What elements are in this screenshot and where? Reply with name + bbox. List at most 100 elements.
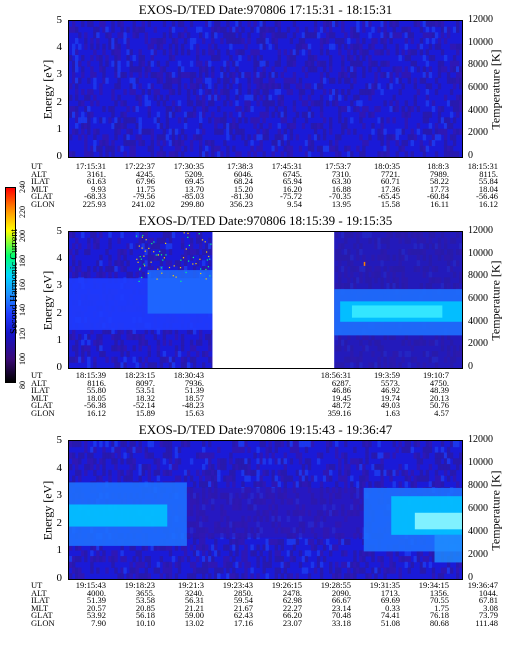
orbit-cell: 67.96 [135, 176, 155, 187]
orbit-cell: 13.70 [184, 183, 204, 194]
y-tick-label: 2 [56, 306, 63, 319]
orbit-row-labels: UT ALT ILAT MLT GLAT GLON [31, 371, 61, 418]
orbit-cell: 9.54 [287, 198, 302, 209]
orbit-cell: 46.92 [380, 385, 400, 396]
orbit-cell: 5573. [380, 377, 400, 388]
orbit-column: 18:8:3 7989. 58.22 17.73 -60.84 16.11 [409, 162, 449, 209]
orbit-cell: 15.89 [135, 407, 155, 418]
y-tick-label: 3 [56, 68, 63, 81]
spectrogram-plot [68, 231, 463, 369]
y2-tick-label: 8000 [468, 480, 488, 491]
panel-title: EXOS-D/TED Date:970806 19:15:43 - 19:36:… [138, 422, 393, 437]
orbit-cell: 359.16 [327, 407, 351, 418]
orbit-cell: 4000. [86, 587, 106, 598]
orbit-column: 19:18:23 3655. 53.58 20.85 56.18 10.10 [115, 581, 155, 628]
y-tick-label: 2 [56, 95, 63, 108]
orbit-row-label: ALT [31, 587, 47, 598]
orbit-row-label: GLAT [31, 610, 53, 621]
orbit-cell: -52.14 [133, 400, 155, 411]
orbit-cell: 16.20 [282, 183, 302, 194]
orbit-cell: 16.88 [331, 183, 351, 194]
orbit-cell: 241.02 [131, 198, 155, 209]
orbit-cell: 20.85 [135, 602, 155, 613]
orbit-cell: -68.33 [84, 191, 106, 202]
orbit-column: 19:26:15 2478. 62.98 22.27 66.20 23.07 [262, 580, 302, 628]
orbit-cell: 20.57 [86, 602, 106, 613]
spectrogram-plot [68, 440, 463, 580]
orbit-cell: 63.30 [331, 176, 351, 187]
orbit-cell: 18.04 [478, 183, 498, 194]
orbit-cell: 58.22 [429, 176, 449, 187]
orbit-cell: 62.43 [233, 610, 253, 621]
y2-tick-label: 2000 [468, 338, 488, 350]
y-tick-label: 0 [56, 572, 63, 584]
y-tick-label: 3 [56, 279, 63, 292]
orbit-cell: -70.35 [329, 191, 351, 202]
orbit-cell: 23.14 [331, 602, 351, 613]
orbit-cell: 17:38:3 [227, 161, 253, 171]
orbit-cell: 4750. [429, 377, 449, 388]
orbit-cell: 17:15:31 [75, 161, 106, 171]
orbit-column: 19:23:43 2850. 59.54 21.67 62.43 17.16 [213, 581, 253, 628]
orbit-cell: 3.08 [483, 602, 498, 613]
orbit-cell: 6745. [282, 168, 302, 179]
orbit-cell: 53.58 [135, 595, 155, 606]
y2-tick-label: 10000 [468, 247, 493, 259]
y2-tick-label: 10000 [468, 457, 493, 468]
y2-axis-label: Temperature [K] [488, 470, 503, 551]
orbit-row-label: ILAT [31, 176, 50, 187]
y2-tick-label: 12000 [468, 434, 493, 445]
orbit-cell: 19:26:15 [271, 580, 302, 590]
orbit-cell: 2090. [331, 587, 351, 598]
y-tick-label: 1 [56, 333, 63, 346]
orbit-cell: -56.46 [476, 191, 498, 202]
orbit-row-label: GLAT [31, 400, 53, 411]
orbit-row-label: GLON [31, 198, 55, 209]
y-tick-label: 5 [56, 14, 63, 26]
y2-tick-label: 4000 [468, 104, 488, 116]
orbit-cell: 16.11 [430, 198, 449, 209]
orbit-cell: 69.45 [184, 176, 204, 187]
y-tick-label: 4 [56, 252, 63, 265]
orbit-column: 19:21:3 3240. 56.31 21.21 59.00 13.02 [164, 581, 204, 628]
orbit-cell: 69.69 [380, 595, 400, 606]
y-tick-label: 0 [56, 361, 63, 373]
orbit-row-label: GLON [31, 617, 55, 628]
orbit-cell: -85.03 [182, 191, 204, 202]
orbit-cell: 18:15:39 [75, 370, 106, 380]
orbit-column: 18:30:43 7936. 51.39 18.57 -48.23 15.63 [164, 370, 204, 418]
orbit-cell: 19:31:35 [369, 580, 400, 590]
orbit-cell: 19.45 [331, 392, 351, 403]
spectrogram-plot [68, 20, 463, 158]
orbit-cell: 18:56:31 [320, 370, 351, 380]
orbit-row-label: GLON [31, 407, 55, 418]
orbit-cell: -65.45 [378, 191, 400, 202]
orbit-cell: 55.80 [86, 385, 106, 396]
orbit-column: 19:36:47 1044. 67.81 3.08 73.79 111.48 [458, 581, 498, 628]
orbit-row-label: ALT [31, 377, 47, 388]
orbit-cell: 356.23 [229, 198, 253, 209]
orbit-cell: 80.68 [429, 617, 449, 628]
y-tick-label: 1 [56, 544, 63, 557]
orbit-cell: 7310. [331, 168, 351, 179]
y-tick-label: 0 [56, 150, 63, 162]
y-tick-label: 2 [56, 516, 63, 529]
orbit-info-table: UT ALT ILAT MLT GLAT GLON 17:15:31 3161. 61.63 9.… [0, 161, 505, 213]
orbit-cell: 18.57 [184, 392, 204, 403]
orbit-column: 19:10:7 4750. 48.39 20.13 50.76 4.57 [409, 371, 449, 418]
orbit-column: 18:0:35 7721. 60.71 17.36 -65.45 15.58 [360, 162, 400, 209]
orbit-cell: 7936. [184, 377, 204, 388]
orbit-cell: 48.39 [429, 385, 449, 396]
orbit-cell: 18:30:43 [173, 370, 204, 380]
orbit-cell: 5209. [184, 168, 204, 179]
orbit-cell: 18.05 [86, 392, 106, 403]
orbit-cell: 0.33 [385, 602, 400, 613]
orbit-column: 17:38:3 6046. 68.24 15.20 -81.30 356.23 [213, 161, 253, 209]
orbit-row-label: MLT [31, 183, 49, 194]
orbit-row-label: ALT [31, 168, 47, 179]
orbit-column: 17:30:35 5209. 69.45 13.70 -85.03 299.80 [164, 162, 204, 209]
orbit-column: 17:45:31 6745. 65.94 16.20 -75.72 9.54 [262, 162, 302, 209]
orbit-column: 17:22:37 4245. 67.96 11.75 -79.56 241.02 [115, 162, 155, 209]
orbit-cell: 59.54 [233, 595, 253, 606]
